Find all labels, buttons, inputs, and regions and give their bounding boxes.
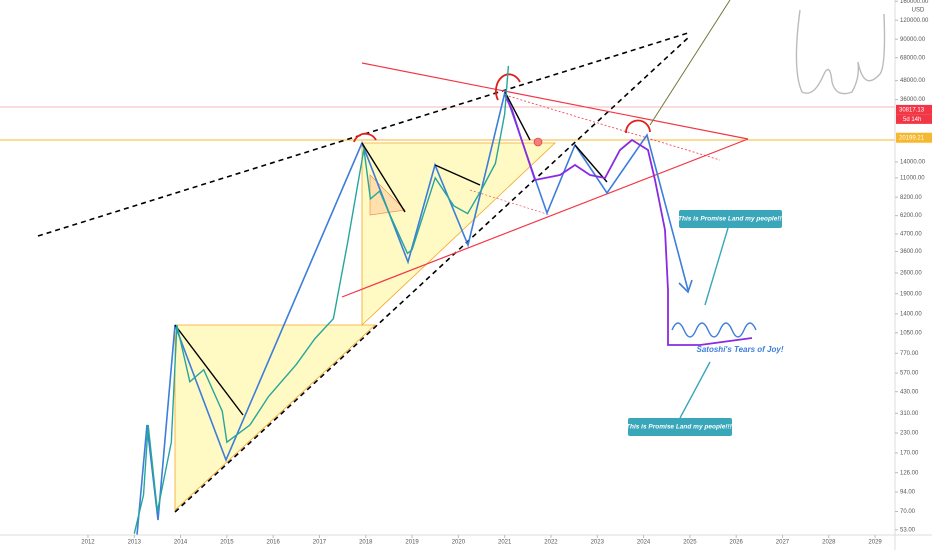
y-tick-label: 2600.00: [900, 271, 922, 277]
x-tick-label: 2015: [220, 540, 234, 546]
price-label: 30817.13: [899, 107, 925, 113]
y-tick-label: 230.00: [900, 431, 919, 437]
y-tick-label: 430.00: [900, 389, 919, 395]
y-tick-label: 120000.00: [900, 18, 929, 24]
y-tick-label: 310.00: [900, 411, 919, 417]
y-tick-label: 170.00: [900, 451, 919, 457]
price-label: 20199.21: [899, 135, 925, 141]
annotation: This is Promise Land my people!!!!: [678, 216, 787, 223]
x-tick-label: 2020: [452, 540, 466, 546]
y-tick-label: 14000.00: [900, 160, 926, 166]
x-tick-label: 2021: [498, 540, 512, 546]
x-tick-label: 2028: [822, 540, 836, 546]
x-tick-label: 2024: [637, 540, 651, 546]
y-tick-label: 8200.00: [900, 195, 922, 201]
price-label-box: [896, 132, 932, 143]
x-tick-label: 2027: [776, 540, 790, 546]
countdown: 5d 14h: [903, 117, 921, 123]
drawings: [0, 0, 895, 536]
y-tick-label: 1900.00: [900, 291, 922, 297]
y-tick-label: 11000.00: [900, 175, 925, 181]
y-tick-label: 36000.00: [900, 97, 926, 103]
price-line: [133, 65, 510, 534]
y-tick-label: 4700.00: [900, 232, 922, 238]
x-tick-label: 2018: [359, 540, 373, 546]
y-tick-label: 53.00: [900, 527, 916, 533]
y-tick-label: 1400.00: [900, 311, 922, 317]
x-tick-label: 2029: [868, 540, 882, 546]
y-tick-label: 90000.00: [900, 37, 926, 43]
annotation: This is Promise Land my people!!!!: [626, 424, 735, 431]
x-tick-label: 2012: [81, 540, 95, 546]
y-tick-label: 48000.00: [900, 78, 926, 84]
annotation: Satoshi's Tears of Joy!: [697, 345, 784, 354]
price-label-box: [896, 104, 932, 115]
x-tick-label: 2014: [174, 540, 188, 546]
y-tick-label: 94.00: [900, 490, 916, 496]
y-tick-label: 160000.00: [900, 0, 929, 5]
y-tick-label: 570.00: [900, 371, 919, 377]
x-tick-label: 2023: [591, 540, 605, 546]
x-tick-label: 2019: [405, 540, 419, 546]
y-tick-label: 126.00: [900, 470, 919, 476]
countdown-box: [896, 114, 932, 124]
x-tick-label: 2025: [683, 540, 697, 546]
x-tick-label: 2022: [544, 540, 558, 546]
y-tick-label: 6200.00: [900, 213, 922, 219]
x-tick-label: 2013: [128, 540, 142, 546]
x-tick-label: 2026: [730, 540, 744, 546]
x-tick-label: 2016: [266, 540, 280, 546]
y-tick-label: 68000.00: [900, 55, 926, 61]
y-tick-label: 1050.00: [900, 330, 922, 336]
currency-label: USD: [912, 8, 925, 14]
y-tick-label: 70.00: [900, 509, 916, 515]
y-tick-label: 770.00: [900, 351, 919, 357]
x-tick-label: 2017: [313, 540, 327, 546]
y-tick-label: 3600.00: [900, 249, 922, 255]
